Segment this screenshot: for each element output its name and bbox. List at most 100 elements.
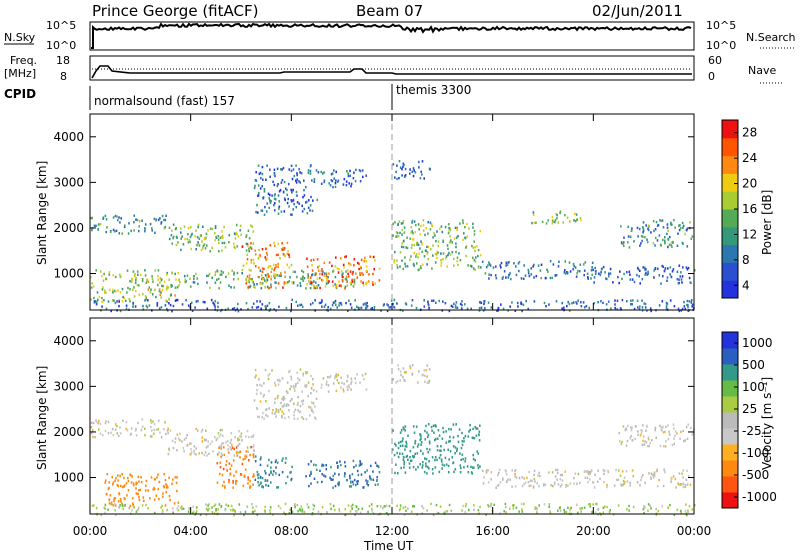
vel-cell [447, 448, 449, 451]
vel-cell [228, 478, 230, 482]
vel-cell [602, 506, 605, 510]
vel-cell [244, 510, 247, 514]
power-cell [495, 277, 498, 280]
vel-cell [147, 489, 149, 492]
power-cell [547, 270, 549, 273]
power-cell [257, 194, 259, 197]
vel-cell [312, 383, 314, 386]
vel-cell [436, 437, 439, 440]
power-cell [116, 215, 118, 218]
power-cell [667, 238, 670, 241]
vel-cell [413, 431, 416, 434]
power-cell [296, 194, 298, 197]
power-cell [405, 303, 408, 306]
power-cell [423, 177, 425, 180]
power-cell [131, 280, 133, 283]
power-cell [265, 210, 268, 213]
power-cell [582, 301, 585, 304]
vel-cell [238, 503, 241, 506]
nave-tick-bottom: 0 [708, 70, 715, 83]
vel-cell [625, 428, 628, 431]
vel-cell [512, 504, 515, 507]
power-cell [241, 268, 244, 272]
nsky-label: N.Sky [4, 31, 36, 44]
power-cell [287, 182, 290, 186]
vel-cell [232, 486, 234, 489]
vel-cell [176, 433, 179, 436]
vel-cell [680, 509, 682, 513]
vel-cell [257, 473, 260, 476]
vel-cell [632, 475, 635, 478]
vel-cell [266, 464, 269, 467]
power-cell [636, 299, 639, 302]
vel-cell [221, 442, 223, 445]
vel-cell [234, 435, 236, 439]
vel-cell [183, 438, 186, 441]
vel-cell [110, 503, 112, 506]
power-cell [260, 274, 263, 277]
power-cell [258, 172, 261, 176]
vel-cell [655, 436, 657, 439]
power-cell [682, 226, 684, 229]
power-cell [677, 307, 680, 310]
power-cell [97, 298, 99, 302]
power-cell [419, 177, 422, 180]
power-cell [118, 216, 120, 219]
power-cell [681, 281, 683, 284]
power-cell [313, 286, 315, 290]
power-cell [236, 245, 238, 248]
power-cell [105, 291, 107, 294]
vel-cell [680, 430, 682, 434]
power-cell [337, 271, 340, 274]
vel-cell [469, 423, 471, 427]
vel-cell [526, 476, 528, 480]
power-cell [401, 259, 403, 262]
vel-cell [406, 454, 409, 458]
power-cell [135, 276, 137, 280]
power-cell [638, 307, 641, 311]
power-cell [214, 300, 217, 303]
power-cell [317, 171, 320, 174]
vel-cell [252, 455, 255, 459]
vel-cell [626, 480, 629, 483]
power-cell [257, 164, 260, 167]
vel-cell [475, 427, 477, 430]
vel-cell [348, 386, 351, 389]
vel-cell [594, 511, 597, 514]
vel-cell [412, 446, 415, 449]
power-cell [278, 190, 281, 193]
power-cell [501, 277, 504, 280]
power-cell [307, 169, 310, 172]
power-cell [335, 285, 337, 289]
power-cell [485, 266, 488, 269]
power-cell [214, 226, 217, 229]
vel-cell [303, 510, 306, 514]
vel-cell [279, 506, 282, 510]
vel-cell [143, 499, 145, 503]
vel-cell [399, 507, 402, 510]
vel-cell [284, 502, 287, 506]
power-cell [114, 289, 116, 293]
power-cell [259, 171, 262, 175]
power-cell [299, 282, 301, 285]
vel-cell [337, 482, 339, 485]
power-cell [98, 223, 100, 226]
power-cell [313, 180, 316, 183]
power-cell [507, 261, 509, 264]
power-cell [189, 277, 191, 280]
power-cell [431, 224, 433, 227]
power-cell [646, 238, 648, 241]
vel-cell [464, 457, 467, 460]
power-cell [108, 288, 111, 292]
vel-cell [686, 437, 689, 441]
power-cell [282, 246, 284, 250]
vel-cell [218, 446, 220, 450]
y-tick-label: 3000 [53, 379, 84, 393]
vel-cell [539, 475, 541, 478]
vel-cell [531, 479, 533, 483]
vel-cell [353, 466, 355, 469]
vel-cell [685, 503, 687, 506]
power-cell [421, 243, 423, 246]
power-cell [338, 304, 340, 307]
